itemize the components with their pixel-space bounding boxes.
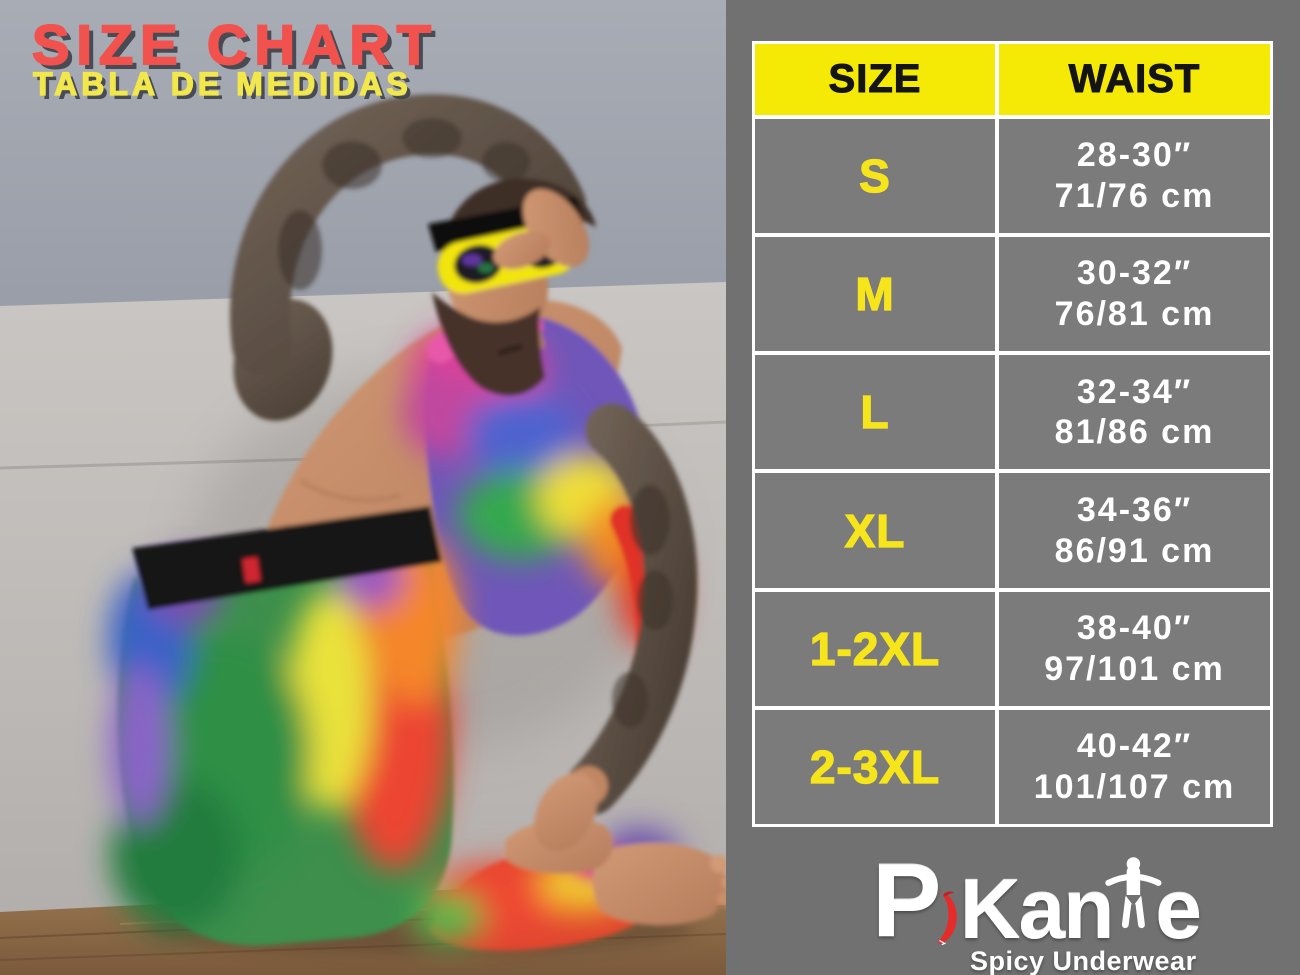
waist-inches: 30-32″ <box>1076 254 1193 293</box>
size-value: S <box>859 149 891 203</box>
logo-letter-p: P <box>872 842 942 959</box>
size-table: SIZE WAIST S 28-30″ 71/76 cm M 30-32″ 76… <box>752 41 1273 827</box>
table-row-waist: 38-40″ 97/101 cm <box>999 591 1270 706</box>
waist-inches: 38-40″ <box>1076 608 1193 647</box>
hand-on-forehead <box>493 188 590 269</box>
brand-logo: P Kan e Spicy Underwear <box>872 840 1202 975</box>
column-header-waist: WAIST <box>999 44 1270 115</box>
table-row-size: L <box>755 355 995 470</box>
beard <box>432 292 545 396</box>
table-row-waist: 30-32″ 76/81 cm <box>999 237 1270 352</box>
table-row-waist: 32-34″ 81/86 cm <box>999 355 1270 470</box>
table-row-waist: 28-30″ 71/76 cm <box>999 119 1270 234</box>
brand-wordmark: P Kan e <box>872 840 1202 959</box>
waist-inches: 40-42″ <box>1076 727 1193 766</box>
waist-cm: 81/86 cm <box>1054 413 1215 452</box>
waist-inches: 28-30″ <box>1076 136 1193 175</box>
logo-letters-kan: Kan <box>959 862 1115 957</box>
table-row-size: M <box>755 237 995 352</box>
table-row-waist: 34-36″ 86/91 cm <box>999 473 1270 588</box>
column-header-size: SIZE <box>755 44 995 115</box>
size-value: 2-3XL <box>809 740 941 793</box>
tattooed-raised-arm <box>230 94 586 375</box>
size-value: XL <box>844 504 906 557</box>
table-row-size: 1-2XL <box>755 591 995 706</box>
tattooed-left-arm <box>534 403 698 852</box>
waist-cm: 86/91 cm <box>1054 531 1215 570</box>
waist-cm: 97/101 cm <box>1044 649 1225 688</box>
size-value: M <box>855 268 895 321</box>
logo-letter-e: e <box>1155 862 1202 957</box>
model-figure <box>108 94 726 951</box>
size-value: L <box>860 386 890 439</box>
waist-inches: 32-34″ <box>1076 372 1193 411</box>
waist-inches: 34-36″ <box>1076 490 1193 529</box>
table-row-size: XL <box>755 473 995 588</box>
model-photo <box>0 0 726 975</box>
page-title: SIZE CHART <box>31 12 438 77</box>
man-figure-icon <box>1104 857 1161 929</box>
brand-tagline: Spicy Underwear <box>970 946 1197 975</box>
page-subtitle: TABLA DE MEDIDAS <box>32 65 412 102</box>
rainbow-leggings <box>108 506 680 951</box>
waist-cm: 76/81 cm <box>1054 295 1215 334</box>
table-row-size: S <box>755 119 995 234</box>
table-row-size: 2-3XL <box>755 709 995 824</box>
table-row-waist: 40-42″ 101/107 cm <box>999 709 1270 824</box>
chili-pepper-icon <box>938 891 958 946</box>
waist-cm: 101/107 cm <box>1033 767 1236 806</box>
size-value: 1-2XL <box>809 622 941 675</box>
waist-cm: 71/76 cm <box>1054 177 1215 216</box>
